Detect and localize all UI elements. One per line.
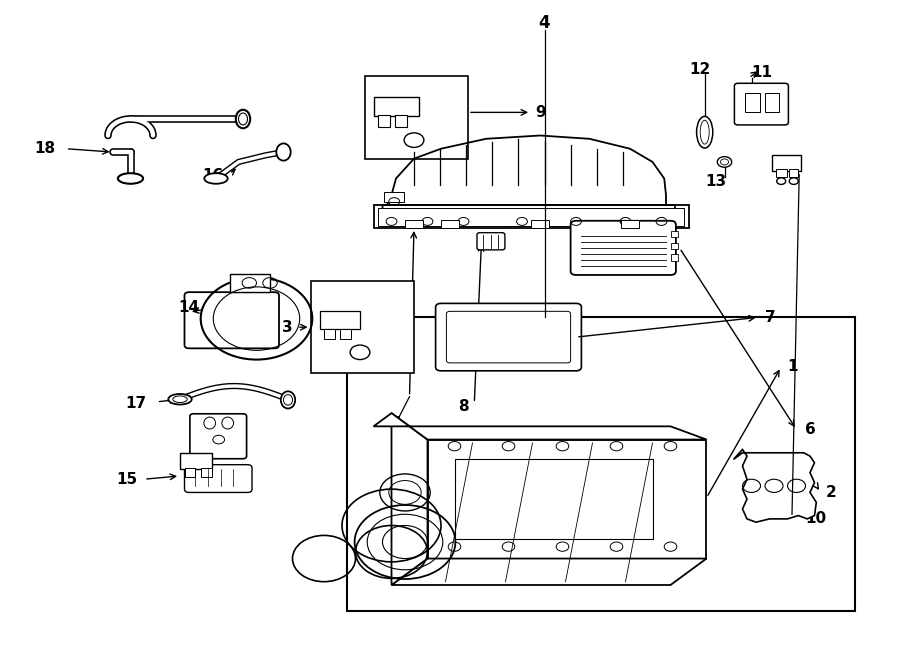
Ellipse shape — [720, 159, 729, 165]
Text: 16: 16 — [202, 168, 223, 182]
Bar — [184, 468, 195, 477]
Text: 14: 14 — [179, 300, 200, 315]
FancyBboxPatch shape — [184, 465, 252, 492]
Polygon shape — [428, 440, 706, 559]
Bar — [454, 459, 652, 539]
Bar — [180, 453, 211, 469]
Text: 9: 9 — [536, 105, 546, 120]
Bar — [531, 220, 549, 228]
Ellipse shape — [717, 157, 732, 167]
Ellipse shape — [276, 143, 291, 161]
Text: 2: 2 — [826, 485, 837, 500]
Bar — [310, 281, 414, 373]
Bar — [765, 93, 778, 112]
Ellipse shape — [404, 133, 424, 147]
Text: 7: 7 — [765, 310, 776, 325]
Text: 5: 5 — [391, 416, 401, 430]
Bar — [670, 231, 678, 237]
Text: 12: 12 — [689, 62, 711, 77]
Ellipse shape — [168, 394, 192, 405]
Bar — [621, 220, 639, 228]
Text: 10: 10 — [806, 512, 826, 526]
FancyBboxPatch shape — [734, 83, 788, 125]
Text: 4: 4 — [539, 14, 550, 32]
Ellipse shape — [700, 120, 709, 144]
Ellipse shape — [238, 113, 248, 125]
Ellipse shape — [697, 116, 713, 148]
FancyBboxPatch shape — [477, 233, 505, 250]
Bar — [441, 220, 459, 228]
Ellipse shape — [203, 417, 216, 429]
Text: 13: 13 — [705, 175, 726, 189]
Bar — [340, 329, 351, 339]
Ellipse shape — [236, 110, 250, 128]
Bar — [405, 220, 423, 228]
Bar — [374, 205, 688, 228]
Bar — [378, 208, 684, 226]
Bar — [320, 311, 360, 329]
Ellipse shape — [173, 396, 187, 403]
Bar — [384, 192, 404, 202]
Text: 11: 11 — [752, 65, 772, 80]
Bar — [745, 93, 760, 112]
FancyBboxPatch shape — [184, 292, 279, 348]
Bar — [670, 254, 678, 261]
Bar — [378, 115, 390, 127]
Text: 6: 6 — [806, 422, 816, 437]
Text: 15: 15 — [117, 472, 138, 486]
Text: 18: 18 — [35, 141, 56, 156]
Text: 3: 3 — [282, 320, 292, 334]
Polygon shape — [392, 413, 428, 585]
Polygon shape — [734, 449, 816, 522]
FancyBboxPatch shape — [190, 414, 247, 459]
Bar — [364, 76, 468, 159]
Bar — [324, 329, 335, 339]
Bar — [374, 97, 419, 116]
Polygon shape — [374, 413, 706, 440]
Polygon shape — [392, 559, 706, 585]
Bar — [789, 169, 798, 177]
FancyBboxPatch shape — [436, 303, 581, 371]
FancyBboxPatch shape — [571, 221, 676, 275]
Bar — [670, 243, 678, 249]
Ellipse shape — [204, 173, 228, 184]
Bar — [230, 274, 270, 292]
Bar — [201, 468, 212, 477]
Ellipse shape — [281, 391, 295, 408]
Ellipse shape — [221, 417, 234, 429]
Text: 1: 1 — [788, 360, 798, 374]
Text: 17: 17 — [126, 396, 147, 410]
Ellipse shape — [118, 173, 143, 184]
Ellipse shape — [350, 345, 370, 360]
Bar — [776, 169, 787, 177]
Bar — [772, 155, 801, 171]
Ellipse shape — [212, 435, 224, 444]
Bar — [346, 317, 855, 611]
Ellipse shape — [284, 395, 292, 405]
Bar — [395, 115, 407, 127]
Text: 8: 8 — [458, 399, 469, 414]
FancyBboxPatch shape — [446, 311, 571, 363]
